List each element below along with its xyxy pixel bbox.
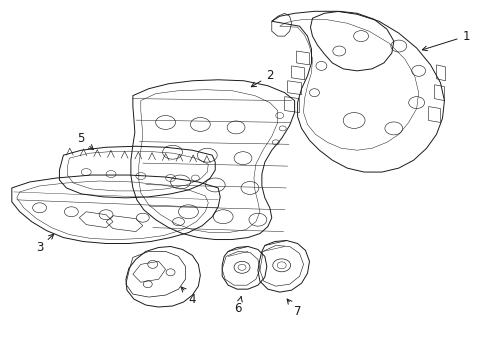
Text: 2: 2: [251, 69, 273, 87]
Text: 5: 5: [78, 132, 93, 149]
Text: 6: 6: [234, 297, 242, 315]
Text: 7: 7: [286, 299, 301, 319]
Text: 3: 3: [36, 234, 54, 254]
Text: 1: 1: [422, 30, 469, 51]
Text: 4: 4: [181, 287, 196, 306]
